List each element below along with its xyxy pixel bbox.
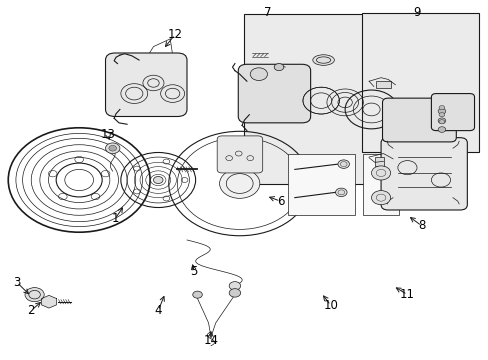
- Bar: [361, 13, 478, 152]
- FancyBboxPatch shape: [430, 94, 473, 131]
- Circle shape: [437, 127, 445, 132]
- Circle shape: [274, 64, 283, 71]
- Bar: [374, 157, 384, 166]
- FancyBboxPatch shape: [380, 138, 467, 210]
- Text: 2: 2: [27, 304, 35, 317]
- Text: 3: 3: [13, 276, 20, 289]
- Bar: [376, 81, 390, 88]
- Circle shape: [438, 113, 444, 117]
- Text: 10: 10: [323, 299, 338, 312]
- Text: 1: 1: [111, 212, 119, 225]
- Circle shape: [229, 282, 240, 290]
- Circle shape: [105, 143, 120, 154]
- Circle shape: [438, 120, 444, 124]
- Circle shape: [229, 289, 240, 297]
- Circle shape: [335, 188, 346, 197]
- Text: 8: 8: [417, 219, 425, 232]
- Text: 6: 6: [276, 195, 284, 208]
- Circle shape: [25, 288, 44, 302]
- Text: 9: 9: [412, 6, 420, 19]
- Circle shape: [437, 118, 445, 123]
- Circle shape: [153, 176, 163, 184]
- Circle shape: [337, 160, 349, 168]
- Text: 11: 11: [399, 288, 414, 301]
- Circle shape: [437, 108, 445, 114]
- FancyBboxPatch shape: [105, 53, 186, 117]
- Circle shape: [250, 68, 267, 81]
- Circle shape: [192, 291, 202, 298]
- Circle shape: [219, 169, 259, 198]
- Text: 7: 7: [263, 6, 271, 19]
- FancyBboxPatch shape: [238, 64, 310, 123]
- FancyBboxPatch shape: [382, 98, 455, 142]
- Circle shape: [109, 145, 116, 151]
- Text: 4: 4: [154, 304, 162, 317]
- Polygon shape: [41, 295, 56, 308]
- Bar: [363, 154, 399, 215]
- FancyBboxPatch shape: [217, 136, 262, 173]
- Ellipse shape: [312, 55, 334, 65]
- Circle shape: [438, 105, 444, 110]
- Text: 12: 12: [167, 28, 182, 41]
- Circle shape: [371, 166, 390, 180]
- Bar: [244, 14, 421, 184]
- Text: 13: 13: [100, 128, 115, 141]
- Circle shape: [371, 190, 390, 205]
- Bar: [287, 154, 354, 215]
- Text: 14: 14: [203, 334, 218, 347]
- Text: 5: 5: [190, 265, 198, 278]
